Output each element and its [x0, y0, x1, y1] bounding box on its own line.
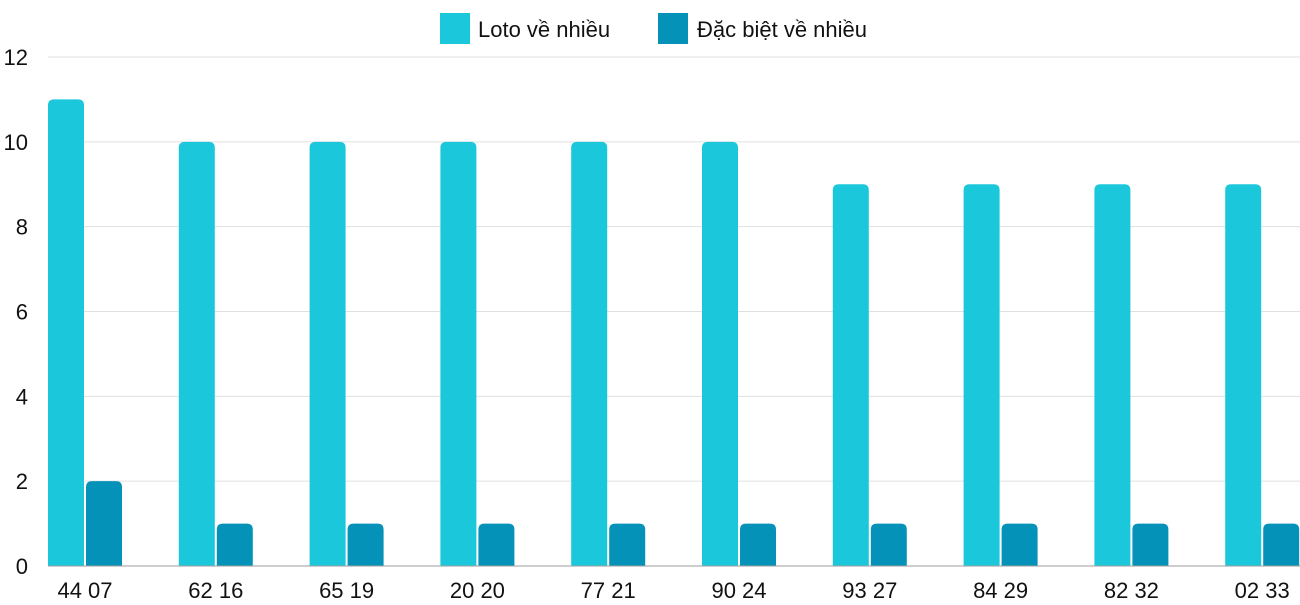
- x-axis-ticks: 44 07 62 16 65 19 20 20 77 21 90 24 93 27 84 29…: [57, 578, 1290, 603]
- bars: [48, 99, 1300, 567]
- bar-dac-biet[interactable]: [1263, 523, 1300, 566]
- x-tick-label: 84 29: [973, 578, 1028, 600]
- bar-dac-biet[interactable]: [1132, 523, 1169, 566]
- bar-loto[interactable]: [1094, 184, 1131, 566]
- y-tick-label: 4: [16, 384, 28, 409]
- bar-loto[interactable]: [1225, 184, 1262, 566]
- legend-swatch-dac-biet: [658, 13, 688, 44]
- y-tick-label: 2: [16, 469, 28, 494]
- bar-dac-biet[interactable]: [609, 523, 646, 566]
- legend: Loto về nhiều Đặc biệt về nhiều: [440, 13, 867, 44]
- bar-dac-biet[interactable]: [478, 523, 515, 566]
- bar-dac-biet[interactable]: [740, 523, 776, 566]
- bar-loto[interactable]: [963, 184, 1000, 566]
- legend-label-dac-biet: Đặc biệt về nhiều: [697, 17, 867, 42]
- x-tick-label: 65 19: [319, 578, 374, 600]
- x-tick-label: 20 20: [450, 578, 505, 600]
- y-tick-label: 12: [4, 45, 28, 70]
- legend-swatch-loto: [440, 13, 470, 44]
- bar-loto[interactable]: [48, 99, 84, 567]
- x-tick-label: 77 21: [581, 578, 636, 600]
- bar-dac-biet[interactable]: [86, 481, 122, 566]
- x-tick-label: 82 32: [1104, 578, 1159, 600]
- bar-loto[interactable]: [178, 141, 215, 567]
- gridlines: [48, 56, 1300, 482]
- legend-label-loto: Loto về nhiều: [478, 17, 610, 42]
- bar-loto[interactable]: [702, 141, 738, 567]
- legend-item-loto[interactable]: Loto về nhiều: [440, 13, 610, 44]
- bar-loto[interactable]: [571, 141, 608, 567]
- y-tick-label: 8: [16, 215, 28, 240]
- bar-dac-biet[interactable]: [1001, 523, 1038, 566]
- x-tick-label: 44 07: [57, 578, 112, 600]
- x-tick-label: 93 27: [842, 578, 897, 600]
- bar-dac-biet[interactable]: [216, 523, 253, 566]
- legend-item-dac-biet[interactable]: Đặc biệt về nhiều: [658, 13, 867, 44]
- x-tick-label: 62 16: [188, 578, 243, 600]
- bar-dac-biet[interactable]: [870, 523, 907, 566]
- x-tick-label: 02 33: [1235, 578, 1290, 600]
- y-tick-label: 6: [16, 300, 28, 325]
- y-axis-ticks: 0 2 4 6 8 10 12: [4, 45, 28, 579]
- y-tick-label: 10: [4, 130, 28, 155]
- bar-loto[interactable]: [832, 184, 869, 566]
- y-tick-label: 0: [16, 554, 28, 579]
- bar-dac-biet[interactable]: [347, 523, 384, 566]
- bar-loto[interactable]: [440, 141, 477, 567]
- x-tick-label: 90 24: [711, 578, 766, 600]
- bar-loto[interactable]: [309, 141, 346, 567]
